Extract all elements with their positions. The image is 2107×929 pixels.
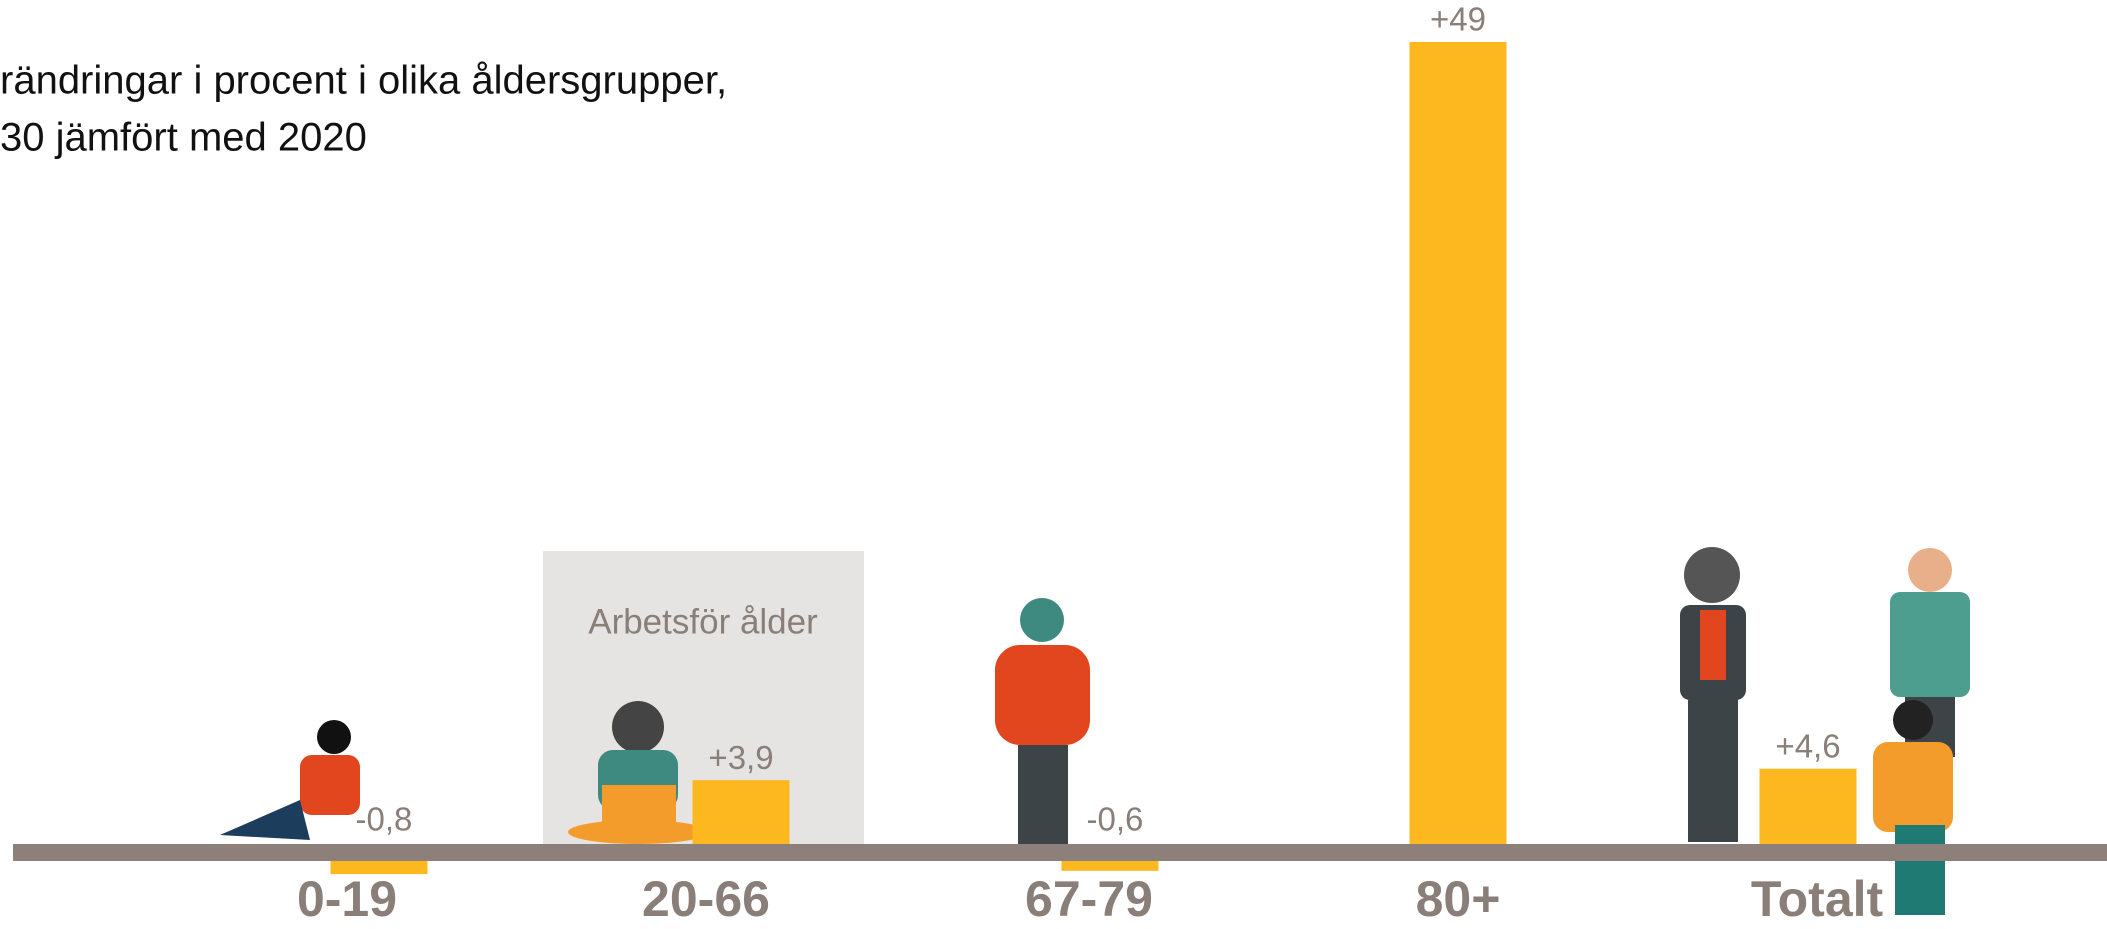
value-label: +49: [1430, 1, 1486, 38]
chart-title: 30 jämfört med 2020: [0, 116, 367, 160]
bar: [1061, 861, 1159, 871]
value-label: -0,8: [356, 801, 413, 838]
bar: [692, 780, 790, 844]
value-label: +3,9: [708, 739, 773, 776]
x-tick-label: 20-66: [642, 871, 770, 927]
x-tick-label: 0-19: [297, 871, 397, 927]
baseline: [13, 844, 2107, 861]
value-label: +4,6: [1775, 727, 1840, 764]
chart-title: rändringar i procent i olika åldersgrupp…: [0, 59, 727, 103]
bar: [1409, 42, 1507, 844]
x-tick-label: 80+: [1416, 871, 1501, 927]
bar: [330, 861, 428, 875]
x-tick-label: 67-79: [1025, 871, 1153, 927]
value-label: -0,6: [1087, 801, 1144, 838]
annotation: Arbetsför ålder: [588, 602, 818, 641]
bar: [1759, 768, 1857, 844]
x-tick-label: Totalt: [1751, 871, 1884, 927]
